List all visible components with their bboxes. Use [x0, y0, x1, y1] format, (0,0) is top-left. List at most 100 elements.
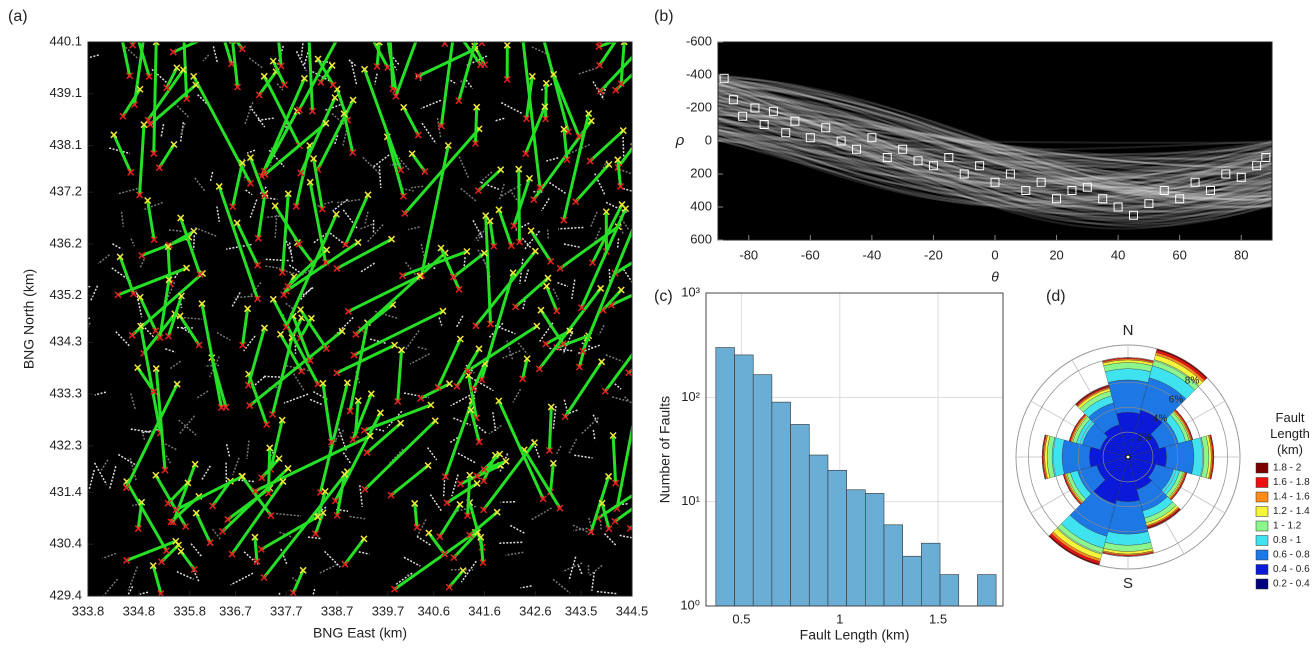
y-tick-label: 431.4: [49, 484, 82, 499]
fault-end: [322, 345, 330, 353]
fault-end: [224, 515, 232, 523]
lineament: [141, 430, 146, 441]
fault-trace: [166, 481, 189, 505]
fault-end: [255, 91, 263, 99]
hough-peak: [1021, 186, 1031, 195]
fault-trace: [488, 220, 496, 247]
fault-trace: [601, 289, 623, 312]
lineament: [603, 533, 617, 546]
hough-curve: [718, 136, 1272, 186]
fault-end: [352, 330, 360, 338]
fault-end: [392, 92, 400, 100]
hough-curve: [718, 110, 1272, 176]
fault-end: [390, 585, 398, 593]
fault-end: [622, 205, 630, 213]
lineament: [331, 113, 345, 126]
fault-trace: [136, 502, 144, 529]
hough-curve: [718, 138, 1272, 193]
fault-end: [310, 155, 318, 163]
lineament: [500, 101, 523, 115]
lineament: [509, 189, 519, 203]
fault-end: [228, 550, 236, 558]
lineament: [349, 515, 366, 520]
fault-end: [413, 523, 421, 531]
hough-curve: [718, 75, 1272, 225]
fault-end: [441, 550, 449, 558]
hough-curve: [718, 117, 1272, 185]
fault-end: [464, 367, 472, 375]
fault-trace: [137, 42, 151, 77]
fault-end: [150, 388, 158, 396]
fault-trace: [473, 107, 479, 144]
hough-curve: [718, 85, 1272, 197]
fault-trace: [363, 403, 432, 432]
fault-trace: [246, 327, 266, 386]
fault-end: [617, 286, 625, 294]
hough-curve: [718, 116, 1272, 186]
fault-trace: [118, 256, 135, 295]
fault-end: [424, 461, 432, 470]
fault-trace: [413, 503, 419, 528]
fault-end: [431, 417, 439, 425]
fault-trace: [545, 285, 559, 312]
fault-end: [480, 465, 488, 473]
fault-trace: [420, 145, 450, 276]
fault-trace: [124, 383, 179, 489]
legend-label: 1.6 - 1.8: [1273, 477, 1310, 488]
fault-end: [157, 558, 165, 566]
lineament: [552, 578, 571, 594]
lineament: [93, 462, 108, 486]
fault-trace: [168, 229, 195, 247]
fault-end: [444, 141, 452, 150]
fault-end: [502, 457, 510, 465]
hough-curve: [718, 89, 1272, 220]
fault-trace: [598, 42, 617, 67]
fault-end: [140, 121, 148, 129]
lineament: [142, 428, 159, 434]
hough-peak: [728, 95, 738, 105]
fault-end: [251, 533, 259, 541]
hough-curve: [718, 75, 1272, 209]
hough-peak: [1159, 186, 1169, 195]
hough-curve: [718, 81, 1272, 220]
fault-trace: [241, 308, 250, 346]
lineament: [165, 455, 172, 464]
lineament: [556, 445, 562, 455]
fault-end: [605, 160, 613, 169]
x-tick-label: 0: [991, 247, 998, 262]
lineament: [216, 331, 231, 341]
fault-end: [218, 527, 227, 536]
hough-curve: [718, 95, 1272, 221]
fault-trace: [149, 83, 197, 126]
fault-trace: [563, 361, 603, 418]
fault-trace: [522, 448, 562, 509]
fault-trace: [363, 419, 437, 491]
fault-end: [449, 273, 457, 281]
hough-curve: [718, 127, 1272, 202]
lineament: [204, 364, 220, 367]
fault-end: [114, 12, 120, 18]
x-tick-label: 342.6: [519, 603, 552, 618]
fault-end: [547, 257, 555, 265]
hough-curve: [718, 87, 1272, 199]
hough-peak: [1129, 210, 1138, 220]
fault-trace: [344, 194, 370, 246]
fault-end: [152, 327, 160, 335]
fault-end: [300, 74, 308, 82]
fault-trace: [231, 162, 244, 207]
fault-trace: [291, 315, 312, 362]
hough-curve: [718, 76, 1272, 206]
fault-trace: [366, 422, 402, 454]
lineament: [288, 264, 301, 274]
fault-end: [384, 27, 390, 33]
fault-end: [360, 535, 368, 543]
fault-trace: [538, 287, 602, 370]
fault-end: [206, 539, 214, 547]
fault-end: [122, 484, 130, 492]
lineament: [539, 277, 551, 289]
hough-peak: [1175, 194, 1185, 204]
x-tick-label: 336.7: [219, 603, 252, 618]
hough-curve: [718, 98, 1272, 187]
fault-trace: [348, 322, 369, 412]
fault-trace: [179, 217, 202, 275]
